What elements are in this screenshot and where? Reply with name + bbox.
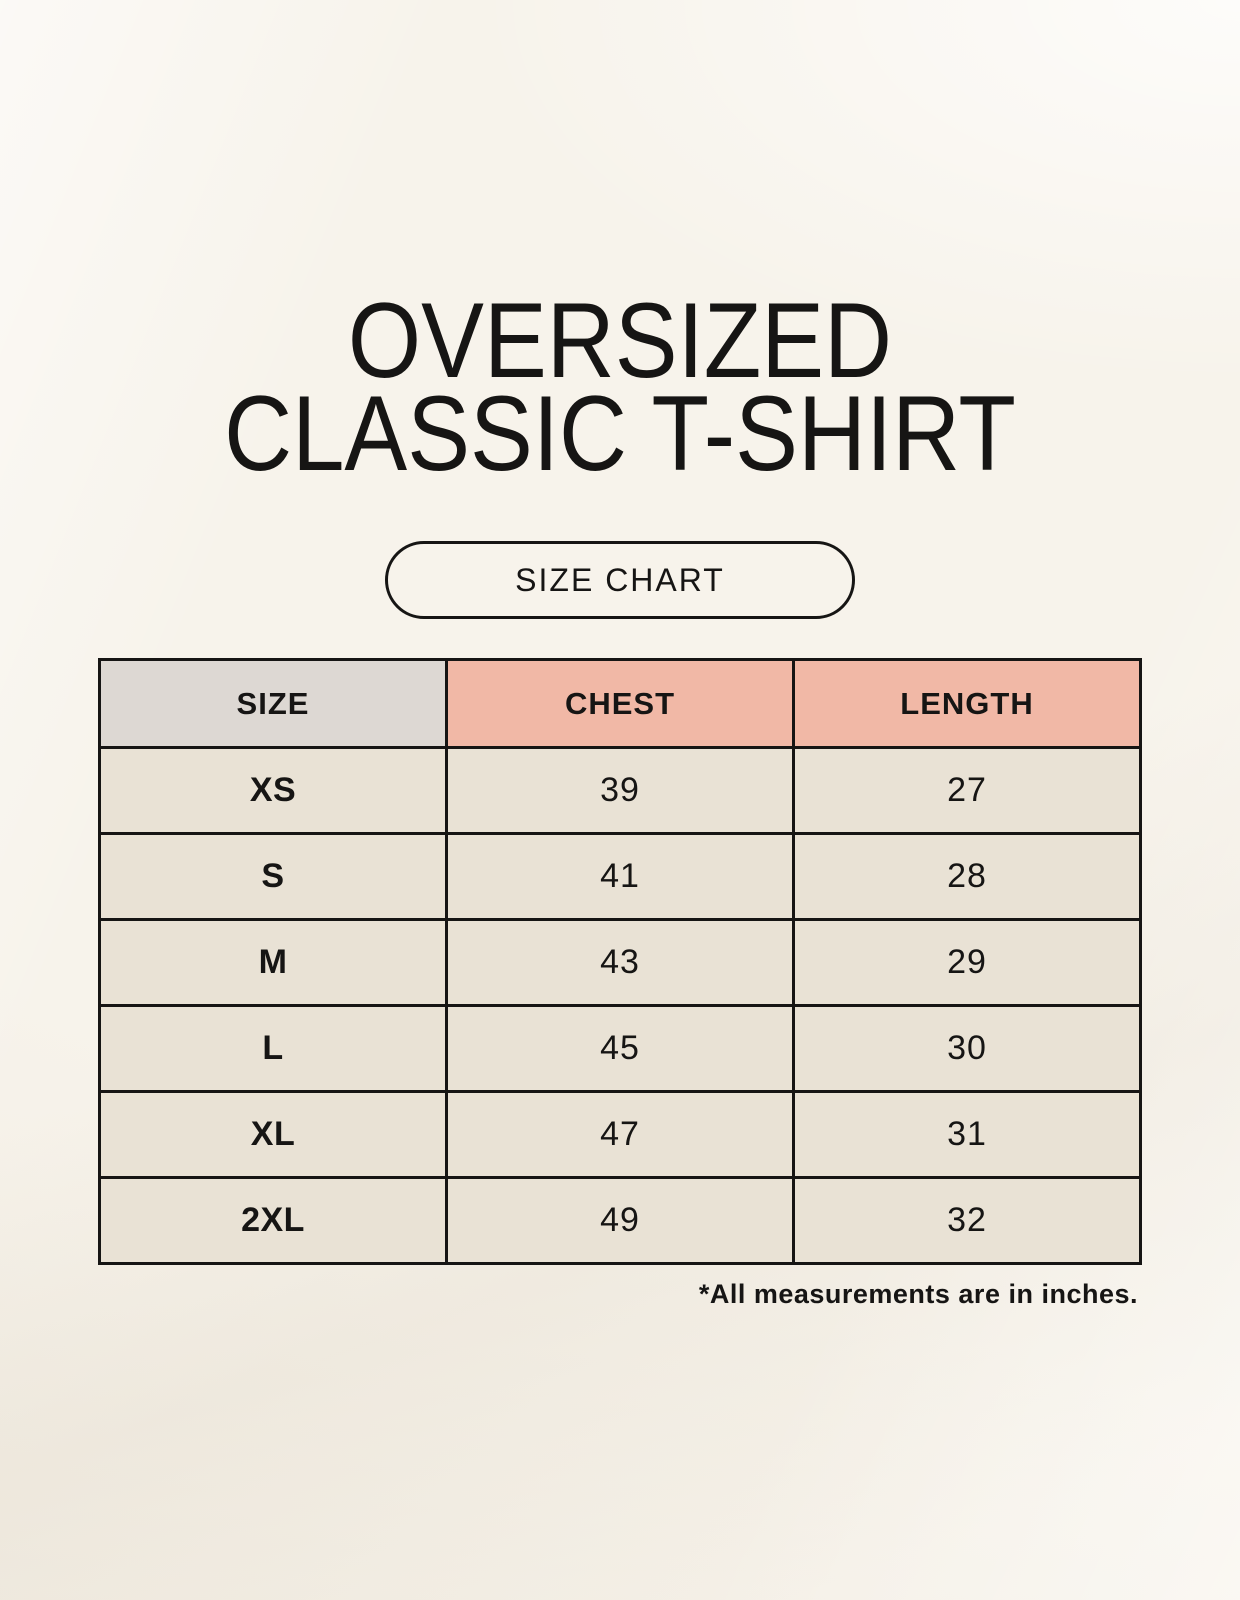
column-header-size: SIZE [98,658,448,749]
size-table: SIZE CHEST LENGTH XS 39 27 S 41 28 M 43 … [98,658,1142,1265]
table-row-2xl: 2XL 49 32 [98,1176,1142,1265]
chest-cell: 41 [445,832,795,921]
table-row-s: S 41 28 [98,832,1142,921]
table-row-m: M 43 29 [98,918,1142,1007]
column-header-length: LENGTH [792,658,1142,749]
size-cell: L [98,1004,448,1093]
chest-cell: 39 [445,746,795,835]
length-cell: 29 [792,918,1142,1007]
measurements-footnote: *All measurements are in inches. [698,1279,1138,1309]
table-row-xl: XL 47 31 [98,1090,1142,1179]
column-header-chest: CHEST [445,658,795,749]
product-title-line-1: OVERSIZED [347,280,893,400]
length-cell: 27 [792,746,1142,835]
length-cell: 31 [792,1090,1142,1179]
size-cell: XS [98,746,448,835]
size-chart-button-label: SIZE CHART [515,561,725,598]
table-header-row: SIZE CHEST LENGTH [98,658,1142,749]
length-cell: 32 [792,1176,1142,1265]
length-cell: 28 [792,832,1142,921]
length-cell: 30 [792,1004,1142,1093]
size-chart-button[interactable]: SIZE CHART [385,541,855,619]
chest-cell: 43 [445,918,795,1007]
table-row-xs: XS 39 27 [98,746,1142,835]
product-title: OVERSIZED CLASSIC T-SHIRT [74,280,1165,493]
size-cell: 2XL [98,1176,448,1265]
table-row-l: L 45 30 [98,1004,1142,1093]
chest-cell: 47 [445,1090,795,1179]
chest-cell: 49 [445,1176,795,1265]
size-cell: XL [98,1090,448,1179]
size-cell: S [98,832,448,921]
size-cell: M [98,918,448,1007]
chest-cell: 45 [445,1004,795,1093]
product-title-line-2: CLASSIC T-SHIRT [224,373,1016,493]
